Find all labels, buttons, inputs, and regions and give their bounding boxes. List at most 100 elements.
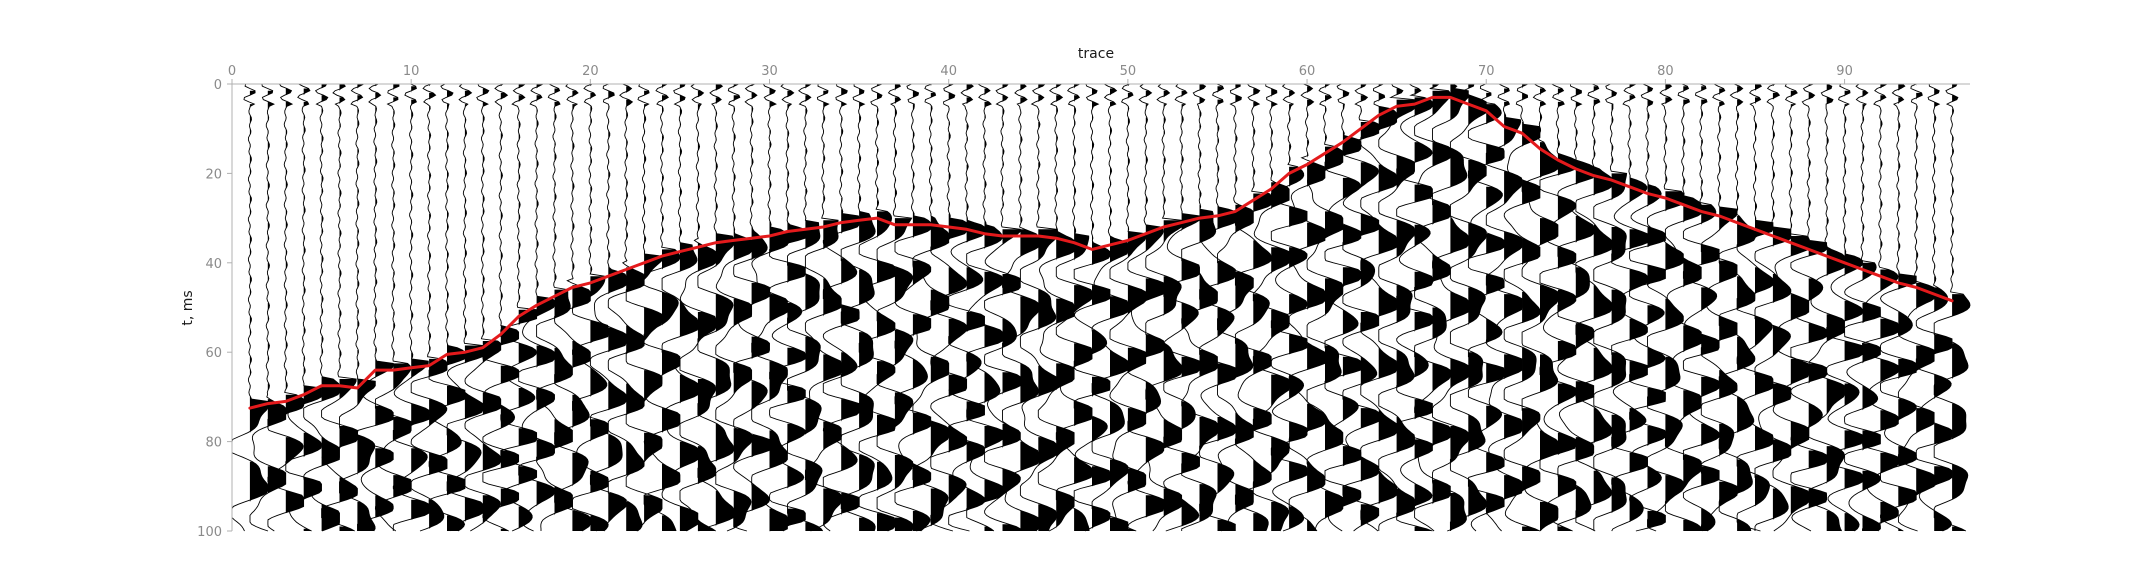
trace-wiggle xyxy=(1862,83,1899,531)
x-ticks: 0 10 20 30 40 50 60 70 80 90 xyxy=(228,64,1853,84)
trace-fill xyxy=(1808,84,1827,531)
trace-fill xyxy=(1217,86,1236,531)
trace-fill xyxy=(1450,84,1469,531)
trace-wiggle xyxy=(984,83,1021,531)
trace-wiggle xyxy=(1700,83,1738,532)
x-tick-label: 80 xyxy=(1657,64,1674,79)
trace-wiggle xyxy=(1664,83,1702,531)
trace-fill xyxy=(1486,92,1505,516)
trace-fill xyxy=(1790,90,1809,516)
trace-wiggle xyxy=(392,83,430,531)
trace-wiggle xyxy=(1736,83,1774,532)
trace-fill xyxy=(644,90,662,525)
trace-wiggle xyxy=(733,83,770,532)
trace-wiggle xyxy=(1073,83,1111,532)
x-tick-label: 20 xyxy=(582,64,599,79)
first-break-pick-line xyxy=(248,95,1954,410)
trace-fill xyxy=(285,88,304,514)
trace-fill xyxy=(733,84,752,529)
trace-wiggle xyxy=(428,83,466,532)
trace-fill xyxy=(554,88,573,516)
trace-fill xyxy=(518,84,537,529)
trace-fill xyxy=(679,84,698,531)
y-tick-label: 40 xyxy=(205,257,222,272)
y-axis-label: t, ms xyxy=(180,290,196,325)
trace-wiggle xyxy=(787,83,824,532)
trace-wiggle xyxy=(697,83,735,532)
trace-wiggle xyxy=(1772,83,1810,532)
trace-wiggle xyxy=(1217,84,1254,532)
trace-wiggle xyxy=(1915,83,1953,532)
trace-wiggle xyxy=(894,83,932,532)
y-tick-label: 100 xyxy=(197,525,222,540)
trace-fill xyxy=(841,88,860,516)
x-tick-label: 90 xyxy=(1836,64,1853,79)
trace-wiggle xyxy=(1754,83,1792,531)
trace-wiggle xyxy=(1718,83,1756,532)
trace-fill xyxy=(930,84,949,527)
trace-wiggle xyxy=(966,83,1003,532)
trace-fill xyxy=(1504,88,1522,500)
trace-fill xyxy=(1468,84,1487,518)
trace-wiggle xyxy=(446,83,484,532)
trace-wiggle xyxy=(1270,83,1308,532)
trace-wiggle xyxy=(1002,83,1039,532)
trace-fill xyxy=(1038,84,1057,531)
trace-wiggle xyxy=(1449,83,1487,531)
trace-fill xyxy=(1629,84,1648,523)
y-tick-label: 20 xyxy=(205,167,222,182)
trace-wiggle xyxy=(1378,83,1415,531)
trace-wiggle xyxy=(589,83,627,532)
trace-wiggle xyxy=(464,83,502,532)
trace-fill xyxy=(1002,84,1021,531)
trace-wiggle xyxy=(1629,83,1666,532)
trace-wiggle xyxy=(1539,83,1577,532)
trace-wiggle xyxy=(1485,83,1523,532)
trace-fill xyxy=(375,84,394,518)
trace-wiggle xyxy=(1467,83,1505,532)
trace-fill xyxy=(1199,84,1218,523)
trace-wiggle xyxy=(374,83,412,532)
trace-wiggle xyxy=(339,83,376,532)
trace-fill xyxy=(393,84,412,531)
trace-fill xyxy=(1611,90,1627,514)
trace-fill xyxy=(536,84,555,507)
trace-wiggle xyxy=(1199,83,1236,531)
trace-wiggle xyxy=(1844,83,1881,532)
trace-wiggle xyxy=(572,83,609,532)
trace-wiggle xyxy=(285,83,322,532)
trace-fill xyxy=(715,84,734,527)
trace-fill xyxy=(1307,86,1325,531)
trace-fill xyxy=(787,90,806,527)
trace-wiggle xyxy=(643,83,681,532)
trace-fill xyxy=(1127,84,1146,531)
trace-wiggle xyxy=(858,83,896,532)
trace-wiggle xyxy=(948,83,985,532)
trace-wiggle xyxy=(1503,83,1541,532)
trace-fill xyxy=(1647,86,1666,529)
trace-wiggle xyxy=(1826,83,1863,532)
x-tick-label: 60 xyxy=(1299,64,1316,79)
trace-wiggle xyxy=(1252,83,1290,532)
trace-wiggle xyxy=(1414,83,1451,532)
y-tick-label: 80 xyxy=(205,436,222,451)
trace-fill xyxy=(339,84,358,531)
trace-wiggle xyxy=(912,83,950,532)
trace-wiggle xyxy=(267,83,305,532)
trace-wiggle xyxy=(661,83,699,532)
axes: trace t, ms xyxy=(180,46,1970,531)
trace-fill xyxy=(1110,88,1128,531)
trace-wiggle xyxy=(1091,83,1129,531)
trace-fill xyxy=(1414,88,1433,531)
trace-wiggle xyxy=(500,83,538,532)
trace-wiggles xyxy=(231,83,1971,532)
trace-fill xyxy=(1378,84,1397,505)
trace-wiggle xyxy=(1557,83,1595,531)
trace-fill xyxy=(877,84,895,531)
trace-fill xyxy=(1235,84,1254,514)
trace-fill xyxy=(751,84,770,511)
trace-fill xyxy=(1862,90,1881,531)
trace-fill xyxy=(1575,88,1594,520)
trace-wiggle xyxy=(625,83,663,532)
trace-fill xyxy=(1522,84,1540,531)
